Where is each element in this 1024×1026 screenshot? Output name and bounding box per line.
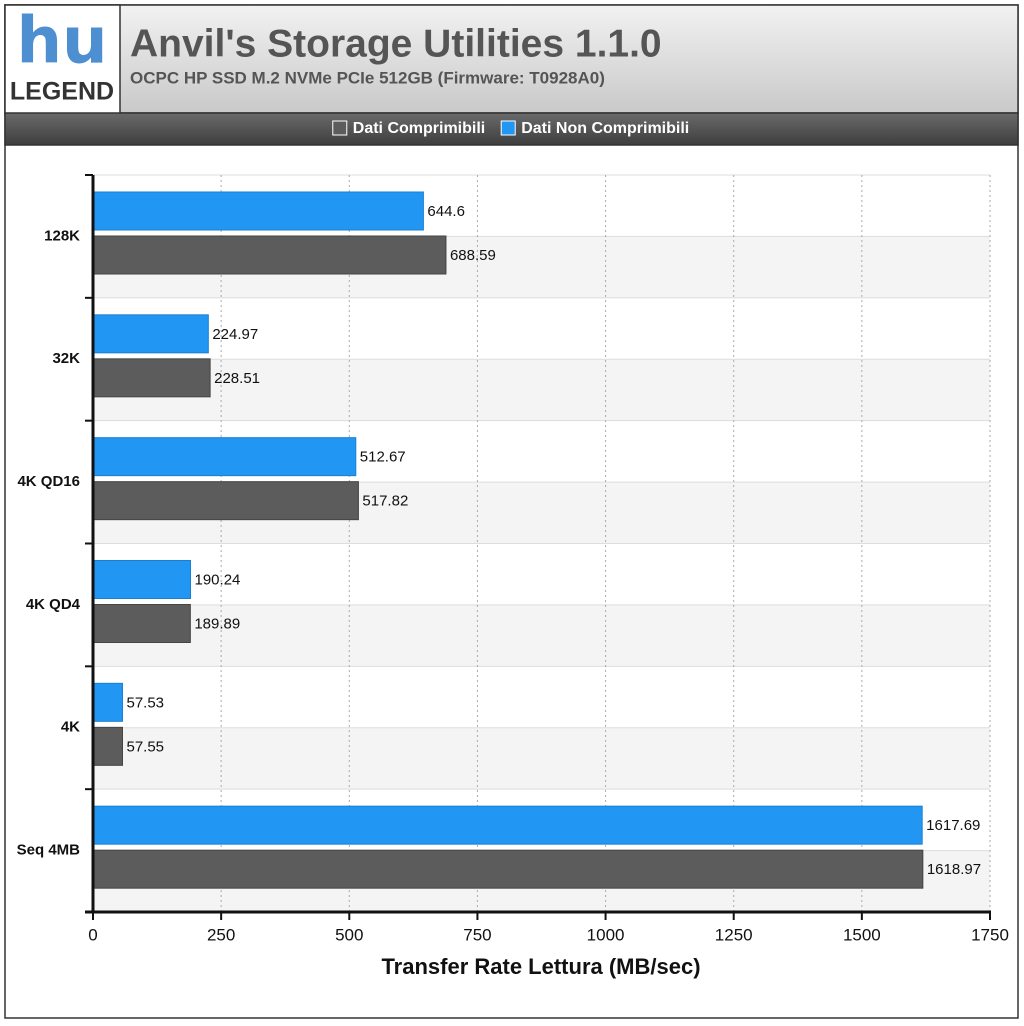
logo-box [4,4,121,116]
logo-word: LEGEND [10,78,114,106]
y-tick-label: 4K QD16 [17,473,80,490]
bar [92,849,924,889]
value-label: 517.82 [362,493,408,510]
bar [92,805,923,845]
y-tick-label: Seq 4MB [17,842,81,859]
value-label: 57.53 [126,694,164,711]
value-label: 189.89 [194,615,240,632]
logo-mark: hu [16,5,107,79]
x-tick-label: 750 [463,925,491,944]
value-label: 1618.97 [927,861,981,878]
y-tick-label: 4K [61,719,80,736]
value-label: 1617.69 [926,817,980,834]
x-tick-label: 1000 [587,925,625,944]
band-shade [93,604,990,667]
x-tick-label: 1500 [843,925,881,944]
x-tick-label: 250 [207,925,235,944]
legend-swatch [500,120,516,136]
y-tick-label: 4K QD4 [26,596,81,613]
band-shade [93,727,990,790]
legend: Dati Comprimibili Dati Non Comprimibili [332,120,689,137]
value-label: 644.6 [427,203,465,220]
chart-subtitle: OCPC HP SSD M.2 NVMe PCIe 512GB (Firmwar… [130,68,605,87]
bar [92,560,192,599]
band-shade [93,359,990,421]
x-tick-label: 500 [335,925,363,944]
value-label: 512.67 [360,449,406,466]
bar [92,358,211,398]
bar [92,481,359,521]
value-label: 228.51 [214,370,260,387]
x-tick-label: 1750 [971,925,1009,944]
value-label: 57.55 [126,738,164,755]
bar [92,726,123,766]
legend-label: Dati Non Comprimibili [521,120,689,137]
value-label: 190.24 [195,571,241,588]
value-label: 224.97 [212,326,258,343]
y-tick-label: 128K [44,227,80,244]
x-tick-label: 1250 [715,925,753,944]
x-tick-label: 0 [88,925,97,944]
bar [92,437,357,477]
chart-title: Anvil's Storage Utilities 1.1.0 [130,22,662,65]
bar [92,191,424,231]
bar [92,604,191,643]
bar [92,682,123,722]
x-axis-title: Transfer Rate Lettura (MB/sec) [381,954,700,979]
bar [92,235,447,275]
y-tick-label: 32K [52,350,80,367]
legend-swatch [332,120,348,136]
legend-label: Dati Comprimibili [353,120,485,137]
header [4,4,1019,114]
bar [92,314,209,354]
value-label: 688.59 [450,247,496,264]
